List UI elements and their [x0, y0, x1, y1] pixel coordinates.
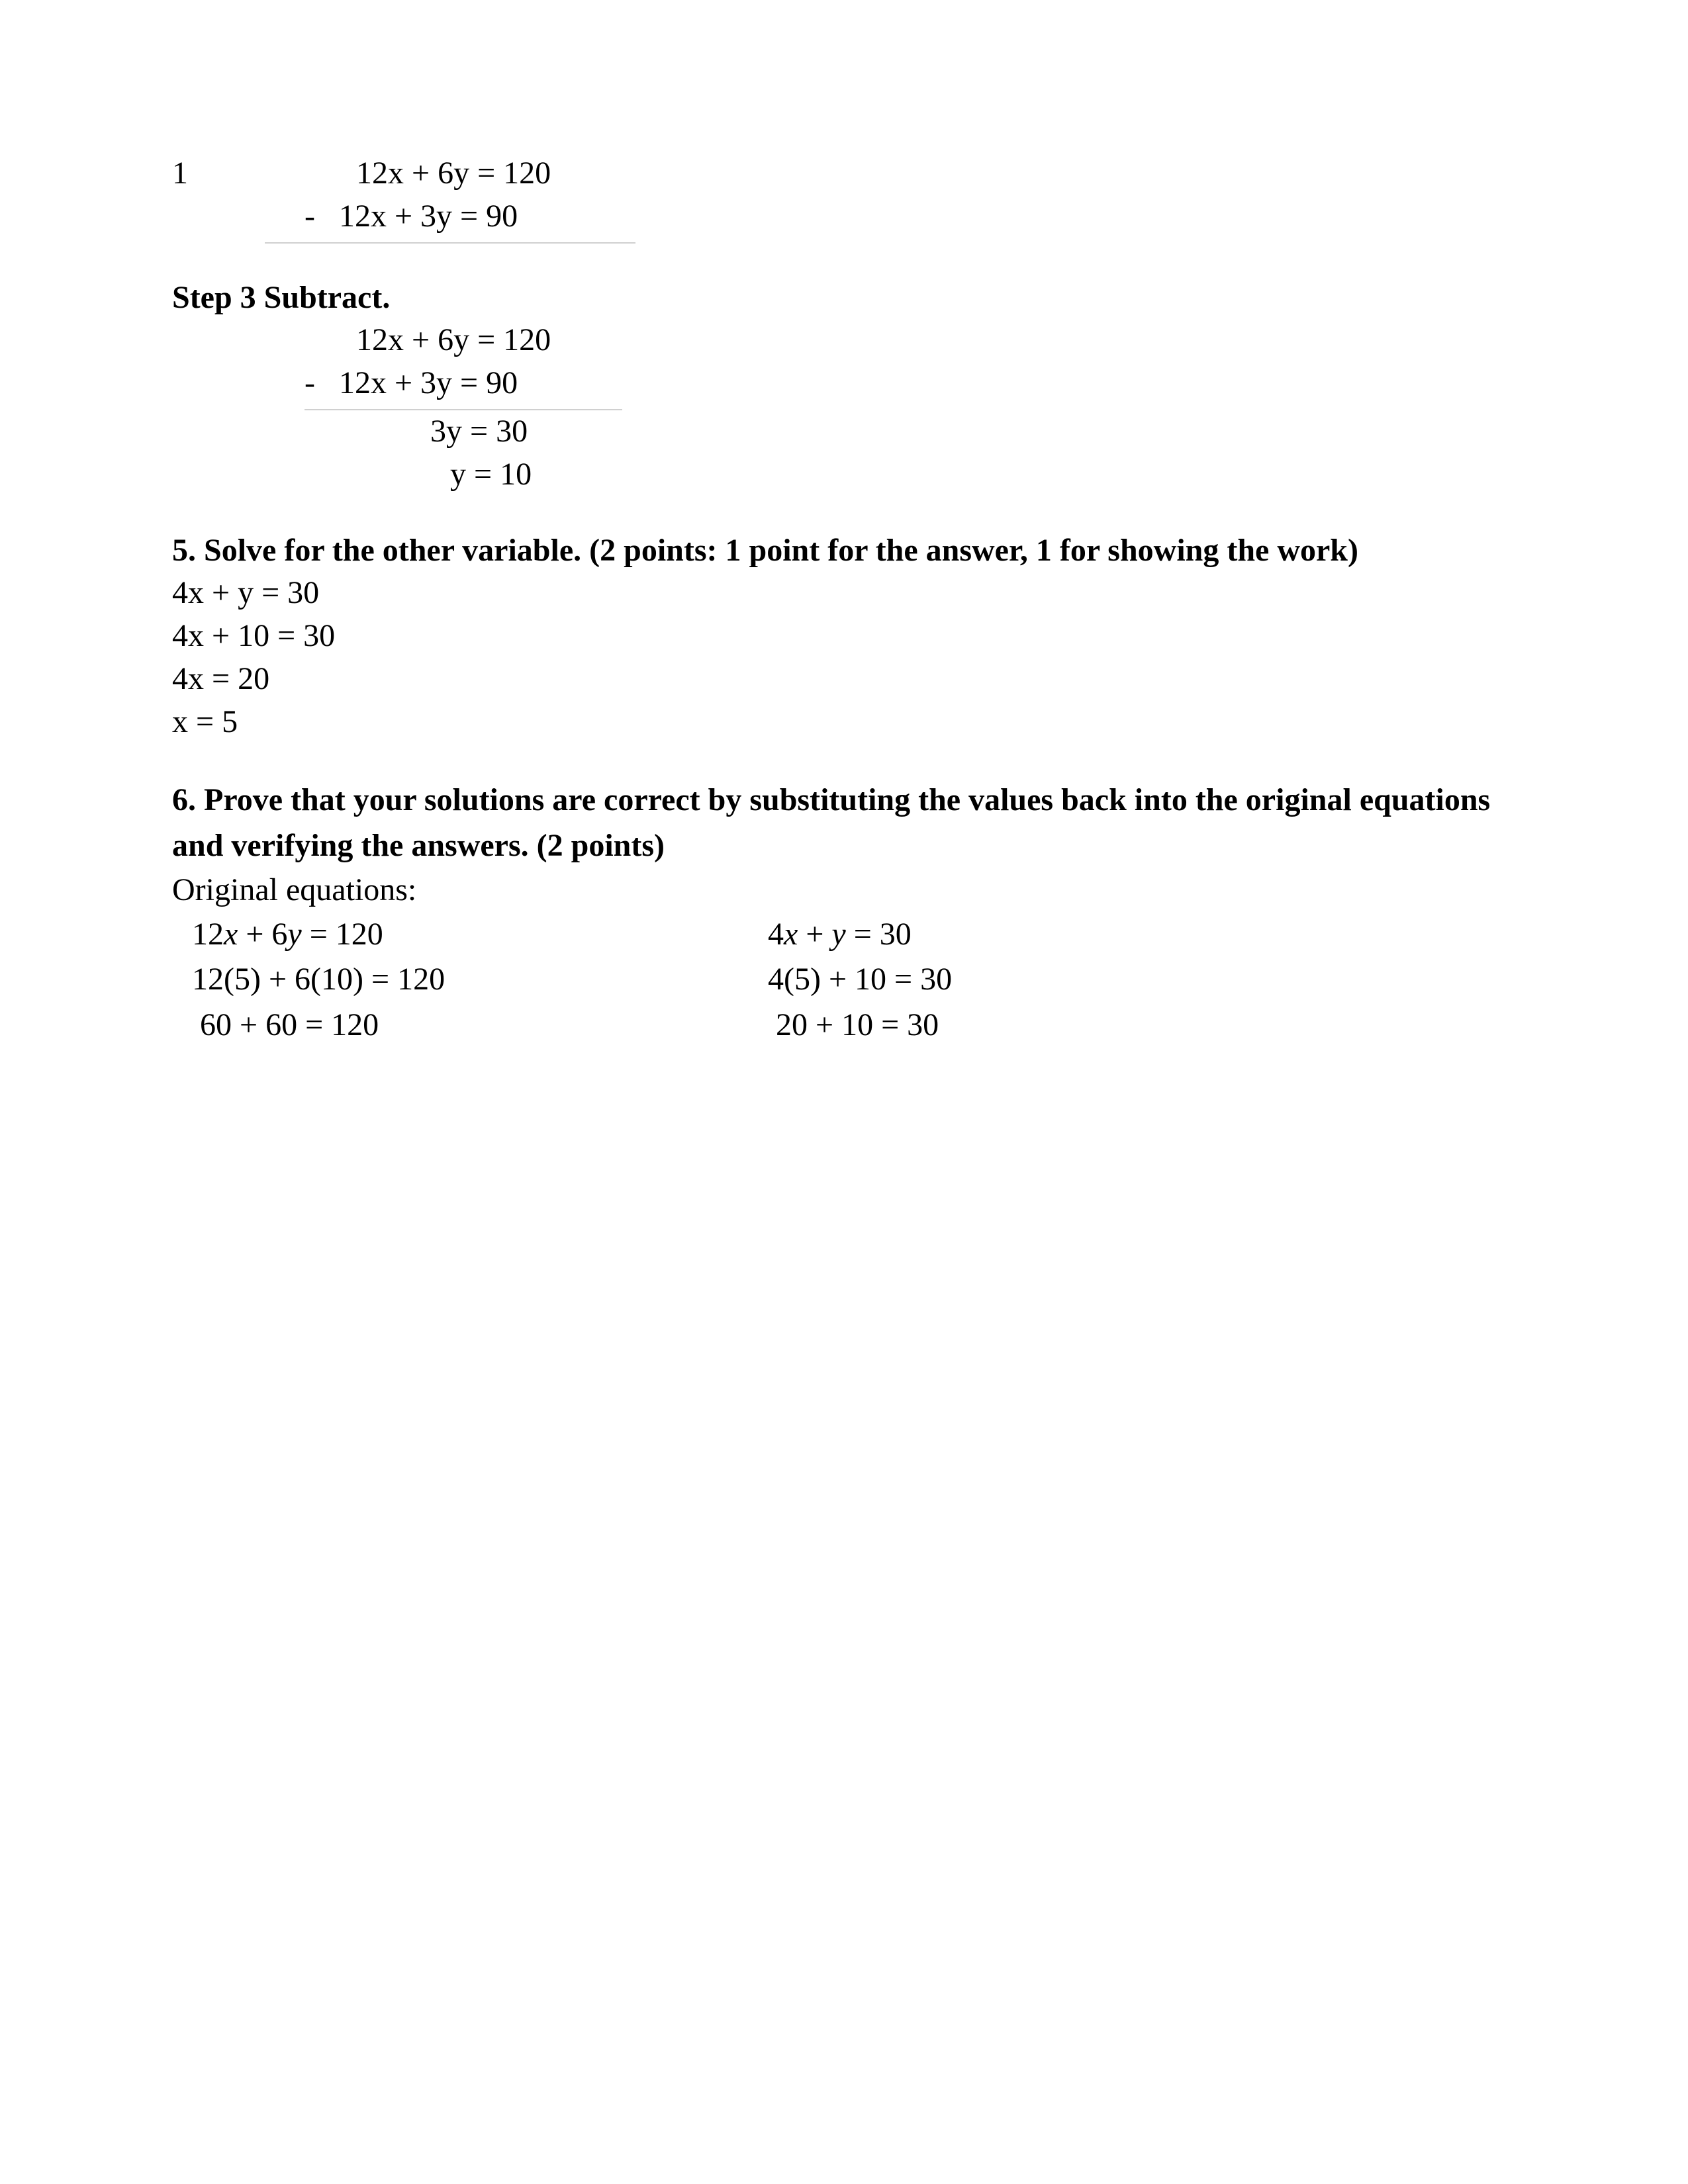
question-5: 5. Solve for the other variable. (2 poin… [172, 529, 1516, 744]
q5-line: x = 5 [172, 701, 1516, 744]
q6-heading: 6. Prove that your solutions are correct… [172, 777, 1516, 869]
eq1: 12x + 6y = 120 [305, 152, 635, 195]
block-1: 1 12x + 6y = 120 - 12x + 3y = 90 [172, 152, 1516, 244]
q5-line: 4x + y = 30 [172, 572, 1516, 615]
verification-col-b: 4x + y = 30 4(5) + 10 = 30 20 + 10 = 30 [768, 912, 1516, 1048]
equation-stack-2: 12x + 6y = 120 - 12x + 3y = 90 3y = 30 y… [305, 319, 622, 496]
colB-sum: 20 + 10 = 30 [768, 1003, 1516, 1048]
colA-sub: 12(5) + 6(10) = 120 [192, 957, 768, 1003]
question-6: 6. Prove that your solutions are correct… [172, 777, 1516, 1048]
step-3-heading: Step 3 Subtract. [172, 277, 1516, 320]
q6-label: Original equations: [172, 869, 1516, 912]
verification-col-a: 12x + 6y = 120 12(5) + 6(10) = 120 60 + … [192, 912, 768, 1048]
s3-eq1: 12x + 6y = 120 [305, 319, 622, 362]
eq2: - 12x + 3y = 90 [305, 195, 635, 238]
q5-line: 4x = 20 [172, 658, 1516, 701]
colA-sum: 60 + 60 = 120 [192, 1003, 768, 1048]
colB-sub: 4(5) + 10 = 30 [768, 957, 1516, 1003]
equation-stack-1: 12x + 6y = 120 - 12x + 3y = 90 [305, 152, 635, 244]
q5-heading: 5. Solve for the other variable. (2 poin… [172, 529, 1516, 572]
s3-result1: 3y = 30 [305, 410, 622, 453]
colA-eq: 12x + 6y = 120 [192, 912, 768, 958]
step-3: Step 3 Subtract. 12x + 6y = 120 - 12x + … [172, 277, 1516, 496]
verification-columns: 12x + 6y = 120 12(5) + 6(10) = 120 60 + … [172, 912, 1516, 1048]
list-number: 1 [172, 152, 305, 195]
s3-result2: y = 10 [305, 453, 622, 496]
q5-line: 4x + 10 = 30 [172, 615, 1516, 658]
colB-eq: 4x + y = 30 [768, 912, 1516, 958]
s3-eq2: - 12x + 3y = 90 [305, 362, 622, 405]
subtraction-rule [265, 242, 635, 244]
